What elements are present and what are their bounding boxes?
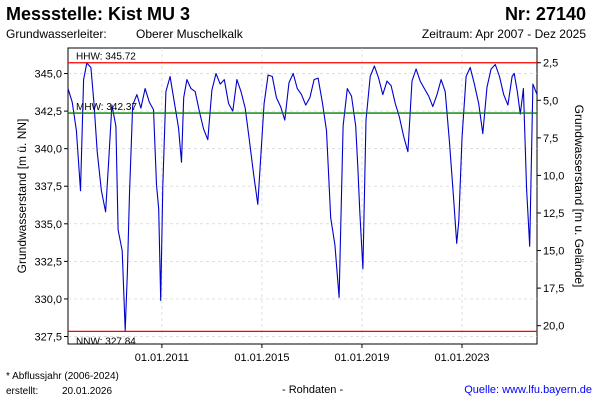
y2-tick-label: 17,5: [543, 283, 564, 295]
page-title: Messstelle: Kist MU 3: [6, 4, 191, 24]
nnw-label: NNW: 327.84: [76, 336, 136, 347]
y-tick-label: 340,0: [34, 144, 62, 156]
y-tick-label: 332,5: [34, 256, 62, 268]
axis-layer: 327,5 330,0 332,5 335,0 337,5 340,0 342,5 345,0…: [34, 58, 564, 364]
hhw-label: HHW: 345.72: [76, 52, 136, 63]
series-layer: [67, 62, 538, 332]
aquifer-label: Grundwasserleiter:: [6, 27, 107, 41]
y2-tick-label: 7,5: [543, 133, 558, 145]
y-tick-label: 327,5: [34, 331, 62, 343]
created-date: 20.01.2026: [62, 386, 113, 397]
source-link[interactable]: Quelle: www.lfu.bayern.de: [464, 384, 592, 396]
y2-axis-label: Grundwasserstand [m u. Gelände]: [572, 105, 586, 288]
y-tick-label: 335,0: [34, 219, 62, 231]
x-tick-label: 01.01.2011: [135, 352, 189, 364]
reference-lines: HHW: 345.72 MHW: 342.37 NNW: 327.84: [68, 52, 537, 347]
raw-data-label: - Rohdaten -: [282, 384, 344, 396]
y2-tick-label: 10,0: [543, 170, 564, 182]
series-line: [67, 62, 538, 332]
created-label: erstellt:: [6, 386, 39, 397]
y2-tick-label: 20,0: [543, 321, 564, 333]
x-tick-label: 01.01.2023: [434, 352, 489, 364]
y-axis-label: Grundwasserstand [m ü. NN]: [15, 119, 29, 274]
mhw-label: MHW: 342.37: [76, 102, 137, 113]
y2-tick-label: 5,0: [543, 95, 558, 107]
aquifer-value: Oberer Muschelkalk: [136, 27, 243, 41]
y-tick-label: 345,0: [34, 69, 62, 81]
y-tick-label: 337,5: [34, 181, 62, 193]
y-tick-label: 330,0: [34, 294, 62, 306]
y2-tick-label: 2,5: [543, 58, 558, 70]
x-tick-label: 01.01.2015: [234, 352, 289, 364]
grid-layer: [68, 48, 537, 344]
y2-tick-label: 12,5: [543, 208, 564, 220]
plot-frame: [67, 47, 538, 345]
station-number: Nr: 27140: [504, 4, 586, 24]
period-label: Zeitraum: Apr 2007 - Dez 2025: [421, 27, 586, 41]
y2-tick-label: 15,0: [543, 246, 564, 258]
y-tick-label: 342,5: [34, 106, 62, 118]
footnote: * Abflussjahr (2006-2024): [6, 371, 119, 382]
x-tick-label: 01.01.2019: [334, 352, 389, 364]
